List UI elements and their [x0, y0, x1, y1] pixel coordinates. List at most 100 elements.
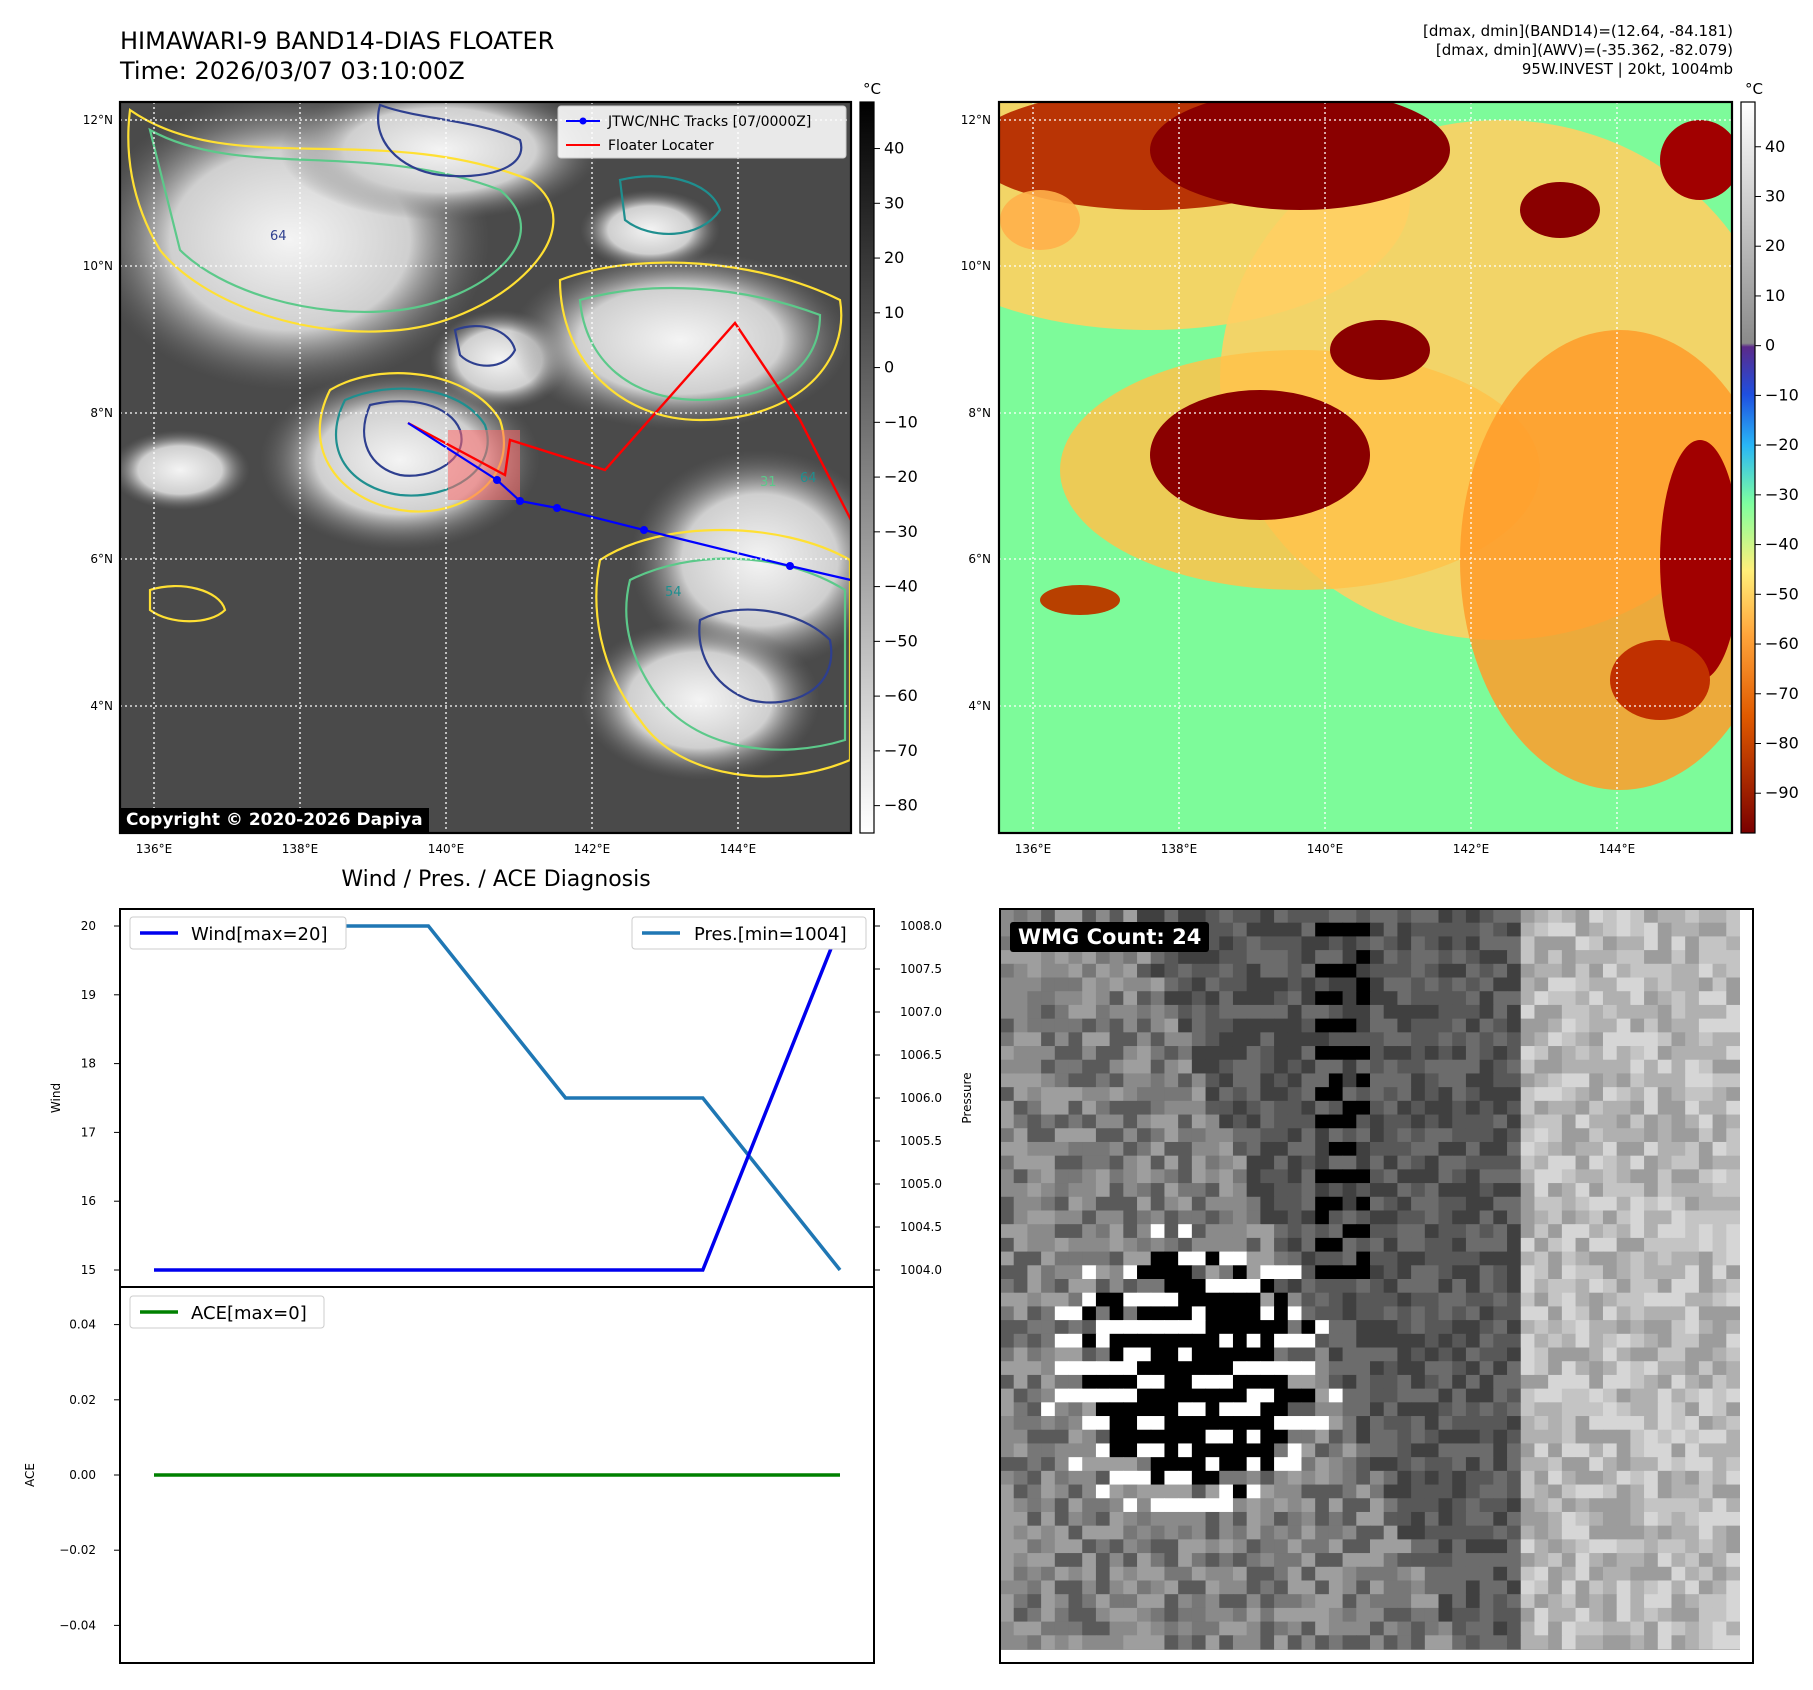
wmg-cell [1178, 1018, 1193, 1033]
wmg-cell [1452, 1018, 1467, 1033]
wmg-cell [1232, 1361, 1248, 1376]
wmg-cell [1246, 1251, 1261, 1266]
wmg-cell [1328, 1018, 1344, 1033]
wmg-cell [1027, 1114, 1042, 1129]
wmg-cell [1274, 1251, 1289, 1266]
wmg-cell [1712, 1470, 1727, 1486]
colorbar-tick-label: −60 [884, 686, 918, 705]
wmg-cell [1041, 1018, 1056, 1033]
wmg-cell [1205, 1100, 1220, 1116]
wmg-cell [1411, 1484, 1426, 1499]
wmg-cell [1424, 1594, 1440, 1609]
wmg-cell [1479, 1635, 1494, 1650]
wmg-cell [1383, 922, 1398, 937]
wmg-cell [1438, 1237, 1453, 1253]
wmg-cell [1232, 1046, 1248, 1061]
wmg-cell [1438, 1594, 1453, 1609]
wmg-cell [1356, 1443, 1371, 1458]
wmg-cell [1602, 1183, 1618, 1198]
wmg-cell [1548, 1073, 1563, 1088]
wmg-cell [1123, 909, 1138, 924]
wmg-cell [1424, 1416, 1440, 1431]
wmg-cell [1507, 1100, 1522, 1116]
wmg-cell [1479, 1279, 1494, 1294]
wmg-cell [1671, 1279, 1686, 1294]
wmg-cell [1493, 1361, 1508, 1376]
wmg-cell [1561, 1087, 1577, 1102]
wmg-cell [1232, 1635, 1248, 1650]
wmg-cell [1178, 1141, 1193, 1157]
wmg-cell [1274, 1621, 1289, 1636]
wmg-cell [1616, 1429, 1631, 1444]
wmg-cell [1082, 1100, 1097, 1116]
wmg-cell [1274, 1553, 1289, 1568]
wmg-cell [1000, 1553, 1015, 1568]
wmg-cell [1671, 922, 1686, 937]
wmg-cell [1507, 1141, 1522, 1157]
wmg-cell [1178, 1210, 1193, 1225]
wmg-cell [1493, 1004, 1508, 1020]
wmg-cell [1657, 1525, 1672, 1540]
wmg-cell [1246, 1128, 1261, 1143]
wmg-cell [1685, 1059, 1700, 1074]
wmg-cell [1465, 1621, 1481, 1636]
wmg-cell [1479, 936, 1494, 951]
wmg-cell [1452, 1347, 1467, 1362]
wmg-cell [1657, 1279, 1672, 1294]
wmg-cell [1082, 1320, 1097, 1335]
wmg-cell [1027, 1128, 1042, 1143]
wmg-cell [1246, 936, 1261, 951]
wmg-cell [1205, 963, 1220, 979]
wmg-cell [1082, 1114, 1097, 1129]
wmg-cell [1068, 1141, 1083, 1157]
wmg-cell [1657, 1032, 1672, 1047]
wmg-cell [1054, 1539, 1070, 1554]
wmg-cell [1082, 1635, 1097, 1650]
wmg-cell [1534, 1457, 1549, 1472]
wmg-cell [1232, 1553, 1248, 1568]
wmg-cell [1465, 1470, 1481, 1486]
wmg-cell [1274, 1155, 1289, 1170]
wmg-cell [1287, 1237, 1302, 1253]
wmg-cell [1232, 1525, 1248, 1540]
wmg-cell [1095, 1032, 1111, 1047]
wmg-cell [1452, 1429, 1467, 1444]
wmg-cell [1109, 909, 1124, 924]
wmg-cell [1383, 1484, 1398, 1499]
wmg-cell [1328, 1525, 1344, 1540]
wmg-cell [1575, 1607, 1590, 1623]
ace-axis-label: ACE [23, 1463, 37, 1487]
wmg-cell [1465, 1580, 1481, 1595]
wmg-cell [1232, 1292, 1248, 1307]
wmg-cell [1370, 1539, 1385, 1554]
wmg-cell [1602, 1251, 1618, 1266]
wmg-cell [1328, 1347, 1344, 1362]
wmg-cell [1698, 1525, 1714, 1540]
wmg-cell [1205, 1539, 1220, 1554]
wmg-cell [1589, 1237, 1604, 1253]
wmg-cell [1356, 909, 1371, 924]
wmg-cell [1068, 1361, 1083, 1376]
wmg-cell [1191, 1347, 1207, 1362]
wmg-cell [1397, 1470, 1412, 1486]
contour-label: 31 [760, 475, 777, 490]
wmg-cell [1178, 1183, 1193, 1198]
wmg-cell [1630, 1306, 1645, 1321]
wmg-cell [1027, 1004, 1042, 1020]
wmg-cell [1698, 1457, 1714, 1472]
wmg-cell [1561, 1224, 1577, 1239]
wmg-cell [1274, 1429, 1289, 1444]
wmg-cell [1095, 1087, 1111, 1102]
wmg-cell [1013, 1279, 1028, 1294]
wmg-cell [1452, 1539, 1467, 1554]
wmg-cell [1041, 977, 1056, 992]
wmg-cell [1452, 1224, 1467, 1239]
wmg-cell [1164, 1032, 1179, 1047]
wmg-cell [1479, 1004, 1494, 1020]
wmg-cell [1671, 1155, 1686, 1170]
wmg-cell [1726, 1511, 1740, 1527]
wmg-cell [1000, 1333, 1015, 1349]
wmg-cell [1068, 1594, 1083, 1609]
wmg-cell [1246, 1621, 1261, 1636]
wmg-cell [1315, 1511, 1330, 1527]
